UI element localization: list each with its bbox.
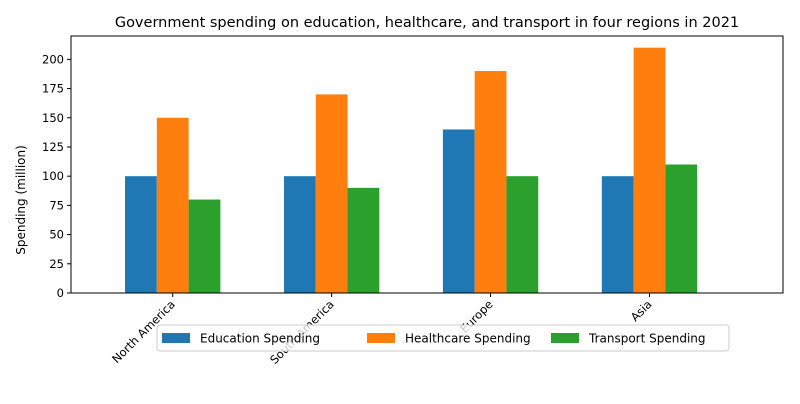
legend-label: Transport Spending <box>588 332 706 346</box>
y-tick-label: 150 <box>42 111 64 125</box>
y-tick-label: 75 <box>49 198 64 212</box>
legend-swatch <box>162 333 190 343</box>
chart-title: Government spending on education, health… <box>115 15 739 31</box>
bar-transport-spending-south-america <box>347 187 380 293</box>
y-tick-label: 25 <box>49 257 64 271</box>
y-axis-label: Spending (million) <box>14 145 28 255</box>
bar-healthcare-spending-south-america <box>315 94 348 293</box>
y-tick-label: 50 <box>49 228 64 242</box>
y-tick-label: 200 <box>42 52 64 66</box>
legend: Education Spending Healthcare Spending Tra… <box>156 324 730 352</box>
legend-swatch <box>551 333 579 343</box>
bar-education-spending-europe <box>442 129 475 293</box>
y-tick-label: 175 <box>42 82 64 96</box>
y-tick-label: 0 <box>57 286 64 300</box>
y-tick-label: 125 <box>42 140 64 154</box>
bar-transport-spending-asia <box>665 164 698 293</box>
bar-healthcare-spending-europe <box>474 71 507 293</box>
legend-swatch <box>367 333 395 343</box>
legend-label: Education Spending <box>200 332 320 346</box>
y-tick-label: 100 <box>42 169 64 183</box>
bar-education-spending-asia <box>601 176 634 293</box>
bar-healthcare-spending-asia <box>633 47 666 293</box>
bar-transport-spending-europe <box>506 176 539 293</box>
bar-healthcare-spending-north-america <box>156 117 189 293</box>
legend-label: Healthcare Spending <box>405 332 531 346</box>
x-tick-label: Asia <box>628 297 655 324</box>
bar-transport-spending-north-america <box>188 199 221 293</box>
bars-layer <box>125 47 698 293</box>
bar-education-spending-south-america <box>283 176 316 293</box>
bar-education-spending-north-america <box>125 176 157 293</box>
legend-box <box>156 324 730 352</box>
plot-frame <box>70 35 784 294</box>
